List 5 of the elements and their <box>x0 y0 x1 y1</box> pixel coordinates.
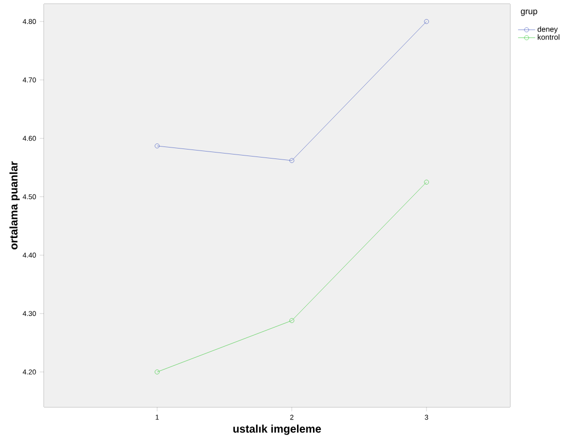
y-axis-title: ortalama puanlar <box>9 161 20 250</box>
point <box>289 158 294 163</box>
x-axis-title: ustalık imgeleme <box>233 424 321 435</box>
point <box>289 318 294 323</box>
legend-title: grup <box>520 10 538 16</box>
